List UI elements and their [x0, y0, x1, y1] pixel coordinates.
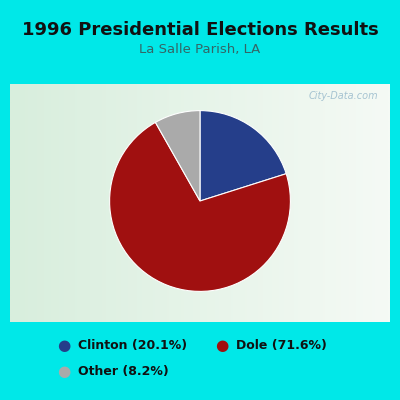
- Wedge shape: [110, 122, 290, 291]
- Wedge shape: [156, 111, 200, 201]
- Text: La Salle Parish, LA: La Salle Parish, LA: [139, 44, 261, 56]
- Wedge shape: [200, 111, 286, 201]
- Text: Clinton (20.1%): Clinton (20.1%): [78, 340, 187, 352]
- Text: Dole (71.6%): Dole (71.6%): [236, 340, 327, 352]
- Text: ●: ●: [57, 364, 71, 379]
- Text: City-Data.com: City-Data.com: [309, 91, 378, 101]
- Text: Other (8.2%): Other (8.2%): [78, 365, 169, 378]
- Text: ●: ●: [57, 338, 71, 354]
- Text: 1996 Presidential Elections Results: 1996 Presidential Elections Results: [22, 21, 378, 39]
- Text: ●: ●: [215, 338, 229, 354]
